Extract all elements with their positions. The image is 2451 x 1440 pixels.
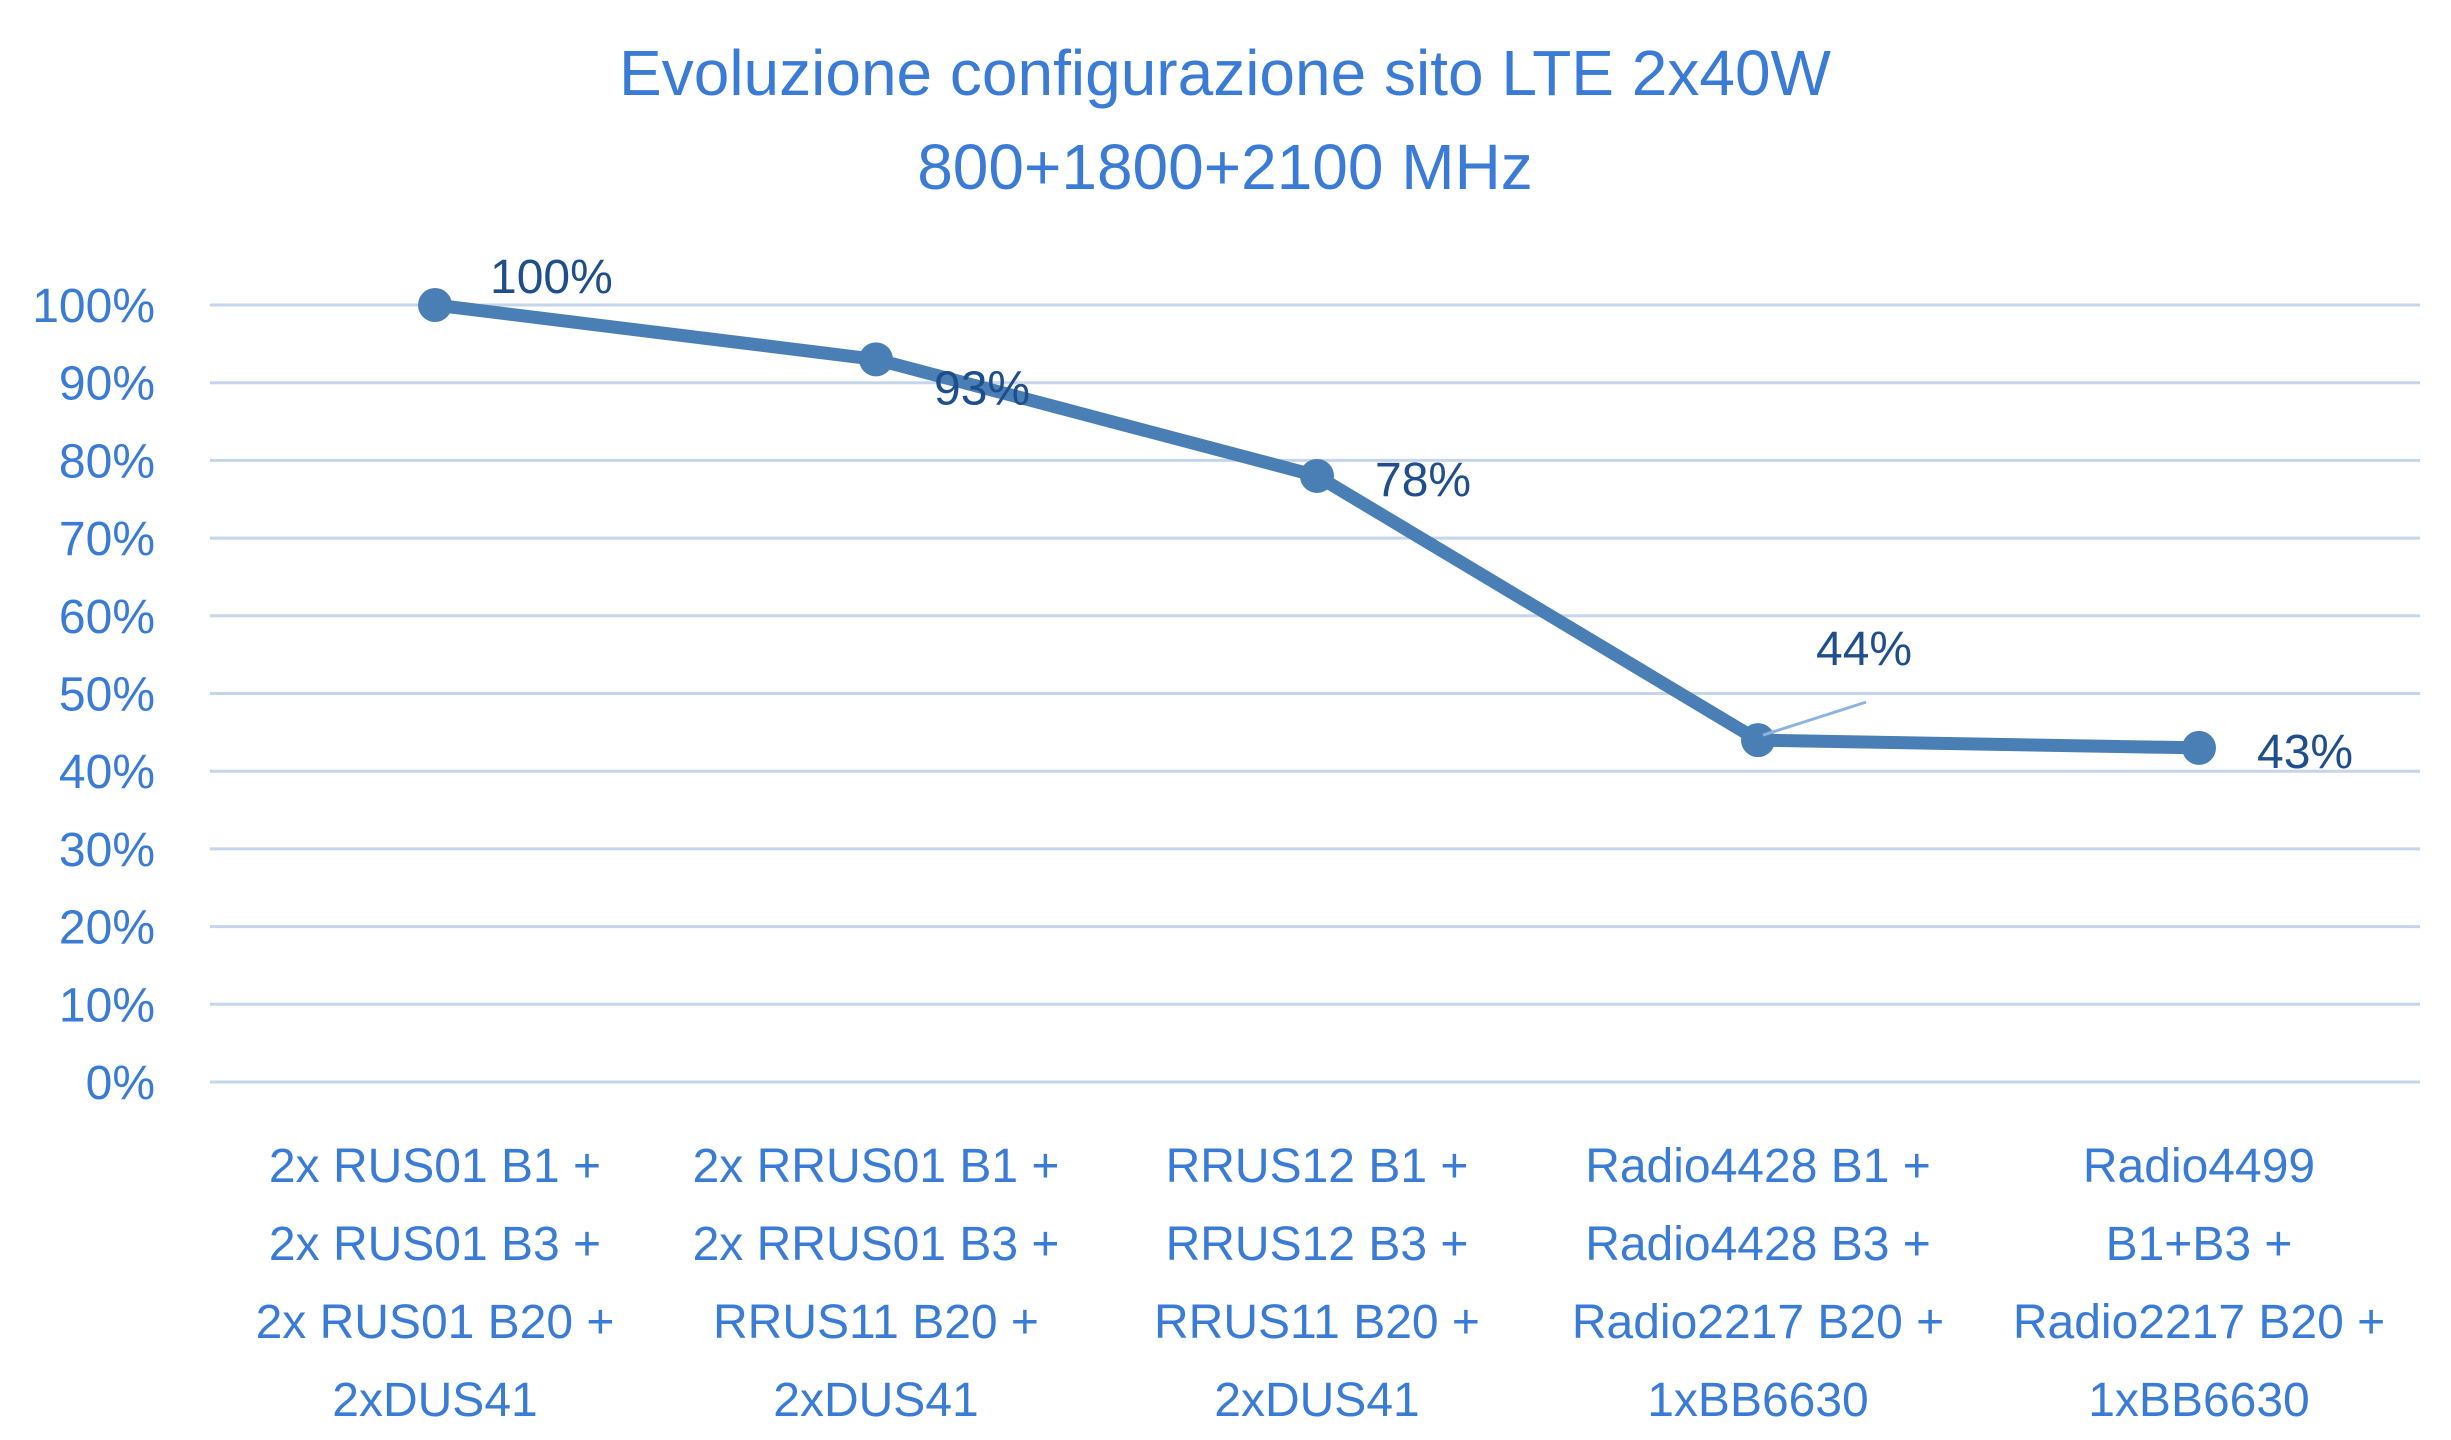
x-category-label-line: 2x RUS01 B1 + <box>269 1140 601 1193</box>
x-category-label-line: 2xDUS41 <box>773 1374 978 1427</box>
x-category-label: Radio4499 B1+B3 + Radio2217 B20 + 1xBB6630 <box>2013 1140 2385 1427</box>
data-point-marker <box>2182 730 2216 765</box>
x-category-label-line: B1+B3 + <box>2106 1218 2293 1271</box>
x-category-label-line: 2x RUS01 B3 + <box>269 1218 601 1271</box>
x-category-label-line: 2xDUS41 <box>332 1374 537 1427</box>
data-point-marker <box>859 342 893 377</box>
series <box>418 288 2216 765</box>
x-category-label-line: RRUS12 B1 + <box>1166 1140 1469 1193</box>
x-category-label: 2x RRUS01 B1 + 2x RRUS01 B3 + RRUS11 B20 +… <box>693 1140 1060 1427</box>
x-category-label-line: 1xBB6630 <box>1647 1374 1869 1427</box>
x-category-label-line: RRUS12 B3 + <box>1166 1218 1469 1271</box>
y-axis-ticks: 0% 10% 20% 30% 40% 50% 60% 70% 80% 90% 100% <box>32 280 155 1110</box>
y-tick-label: 90% <box>59 358 155 411</box>
gridlines <box>210 303 2420 1084</box>
y-tick-label: 40% <box>59 746 155 799</box>
data-label: 93% <box>934 362 1030 415</box>
y-tick-label: 60% <box>59 591 155 644</box>
x-category-label-line: Radio4499 <box>2083 1140 2315 1193</box>
x-category-label-line: Radio2217 B20 + <box>1572 1296 1944 1349</box>
y-tick-label: 30% <box>59 824 155 877</box>
data-labels: 100% 93% 78% 44% 43% <box>490 251 2353 779</box>
data-point-marker <box>1741 723 1775 758</box>
y-tick-label: 70% <box>59 513 155 566</box>
data-label: 78% <box>1375 454 1471 507</box>
x-category-label-line: 2xDUS41 <box>1214 1374 1419 1427</box>
data-point-marker <box>1300 458 1334 493</box>
y-tick-label: 20% <box>59 902 155 955</box>
x-category-label-line: RRUS11 B20 + <box>1154 1296 1480 1349</box>
data-label-leader-line <box>1762 700 1867 737</box>
x-category-label-line: Radio4428 B3 + <box>1585 1218 1931 1271</box>
data-label: 100% <box>490 251 613 304</box>
y-tick-label: 100% <box>32 280 155 333</box>
chart-title: Evoluzione configurazione sito LTE 2x40W… <box>619 37 1832 203</box>
y-tick-label: 0% <box>86 1057 155 1110</box>
x-category-label-line: Radio4428 B1 + <box>1585 1140 1931 1193</box>
x-category-label-line: 2x RUS01 B20 + <box>256 1296 615 1349</box>
x-category-label-line: 2x RRUS01 B1 + <box>693 1140 1060 1193</box>
data-label: 43% <box>2257 726 2353 779</box>
x-axis-categories: 2x RUS01 B1 + 2x RUS01 B3 + 2x RUS01 B20 +… <box>256 1140 2386 1427</box>
series-line <box>428 298 2206 755</box>
x-category-label: Radio4428 B1 + Radio4428 B3 + Radio2217 B2… <box>1572 1140 1944 1427</box>
y-tick-label: 10% <box>59 979 155 1032</box>
x-category-label: 2x RUS01 B1 + 2x RUS01 B3 + 2x RUS01 B20 +… <box>256 1140 615 1427</box>
y-tick-label: 80% <box>59 435 155 488</box>
y-tick-label: 50% <box>59 669 155 722</box>
chart-title-line: 800+1800+2100 MHz <box>917 131 1533 203</box>
data-point-marker <box>418 288 452 322</box>
data-label: 44% <box>1816 623 1912 676</box>
x-category-label-line: 1xBB6630 <box>2088 1374 2310 1427</box>
chart-title-line: Evoluzione configurazione sito LTE 2x40W <box>619 37 1832 109</box>
x-category-label-line: Radio2217 B20 + <box>2013 1296 2385 1349</box>
x-category-label-line: 2x RRUS01 B3 + <box>693 1218 1060 1271</box>
x-category-label-line: RRUS11 B20 + <box>713 1296 1039 1349</box>
x-category-label: RRUS12 B1 + RRUS12 B3 + RRUS11 B20 + 2xDUS4… <box>1154 1140 1480 1427</box>
